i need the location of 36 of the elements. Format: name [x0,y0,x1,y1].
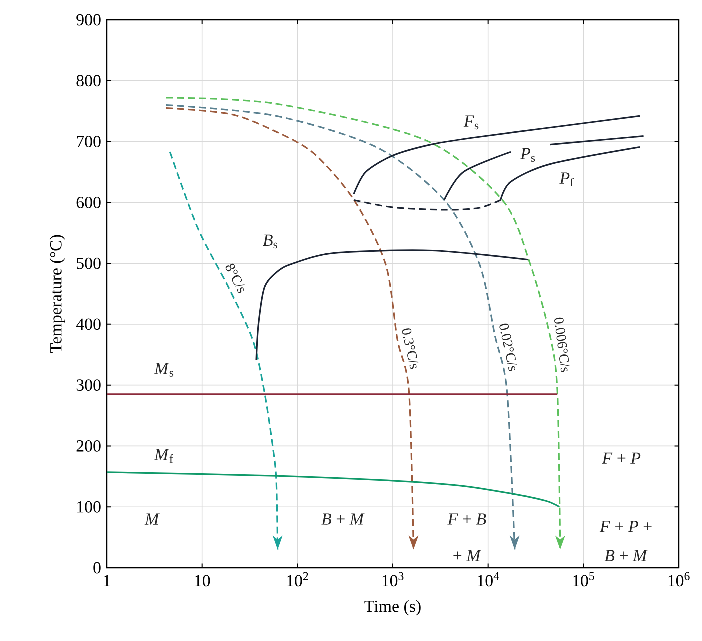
text: 0.006°C/s [554,318,570,372]
y-tick-label: 100 [78,501,101,513]
text: 0.3°C/s [402,328,419,370]
series-label: F$_{s}$ [464,116,479,130]
y-tick-label: 0 [94,562,101,574]
annotation: F + P + [600,521,652,532]
x-tick-label: 10$^{5}$ [573,572,594,587]
annotation: F + P [602,452,641,464]
annotation: + M [454,550,482,562]
y-tick-label: 600 [76,196,101,208]
x-tick-label: 10$^{3}$ [382,572,404,587]
series-label: P$_{f}$ [560,172,574,186]
y-tick-label: 200 [76,440,101,452]
series-label: M$_{f}$ [154,449,174,463]
y-tick-label: 300 [76,380,101,392]
series-label: P$_{s}$ [520,148,536,162]
x-tick-label: 10$^{6}$ [668,572,690,587]
x-tick-label: 10$^{2}$ [287,572,308,587]
annotation: B + M [604,550,648,562]
x-tick-label: 10 [195,575,210,587]
series-label: B$_{s}$ [263,234,278,249]
x-axis-title: Time (s) [364,600,421,616]
y-tick-label: 700 [77,136,101,148]
x-tick-label: 1 [104,575,110,586]
y-tick-label: 500 [77,258,101,270]
y-tick-label: 900 [76,14,101,26]
x-tick-label: 10$^{4}$ [478,572,500,587]
y-axis-title: Temperature (°C) [50,235,66,354]
y-tick-label: 400 [76,318,101,330]
y-tick-label: 800 [76,75,101,87]
annotation: F + B [448,514,486,525]
text: 8°C/s [226,264,245,294]
text: 0.02°C/s [500,324,518,372]
annotation: B + M [322,514,365,525]
series-label: M$_{s}$ [154,363,174,377]
annotation: M [144,514,160,525]
